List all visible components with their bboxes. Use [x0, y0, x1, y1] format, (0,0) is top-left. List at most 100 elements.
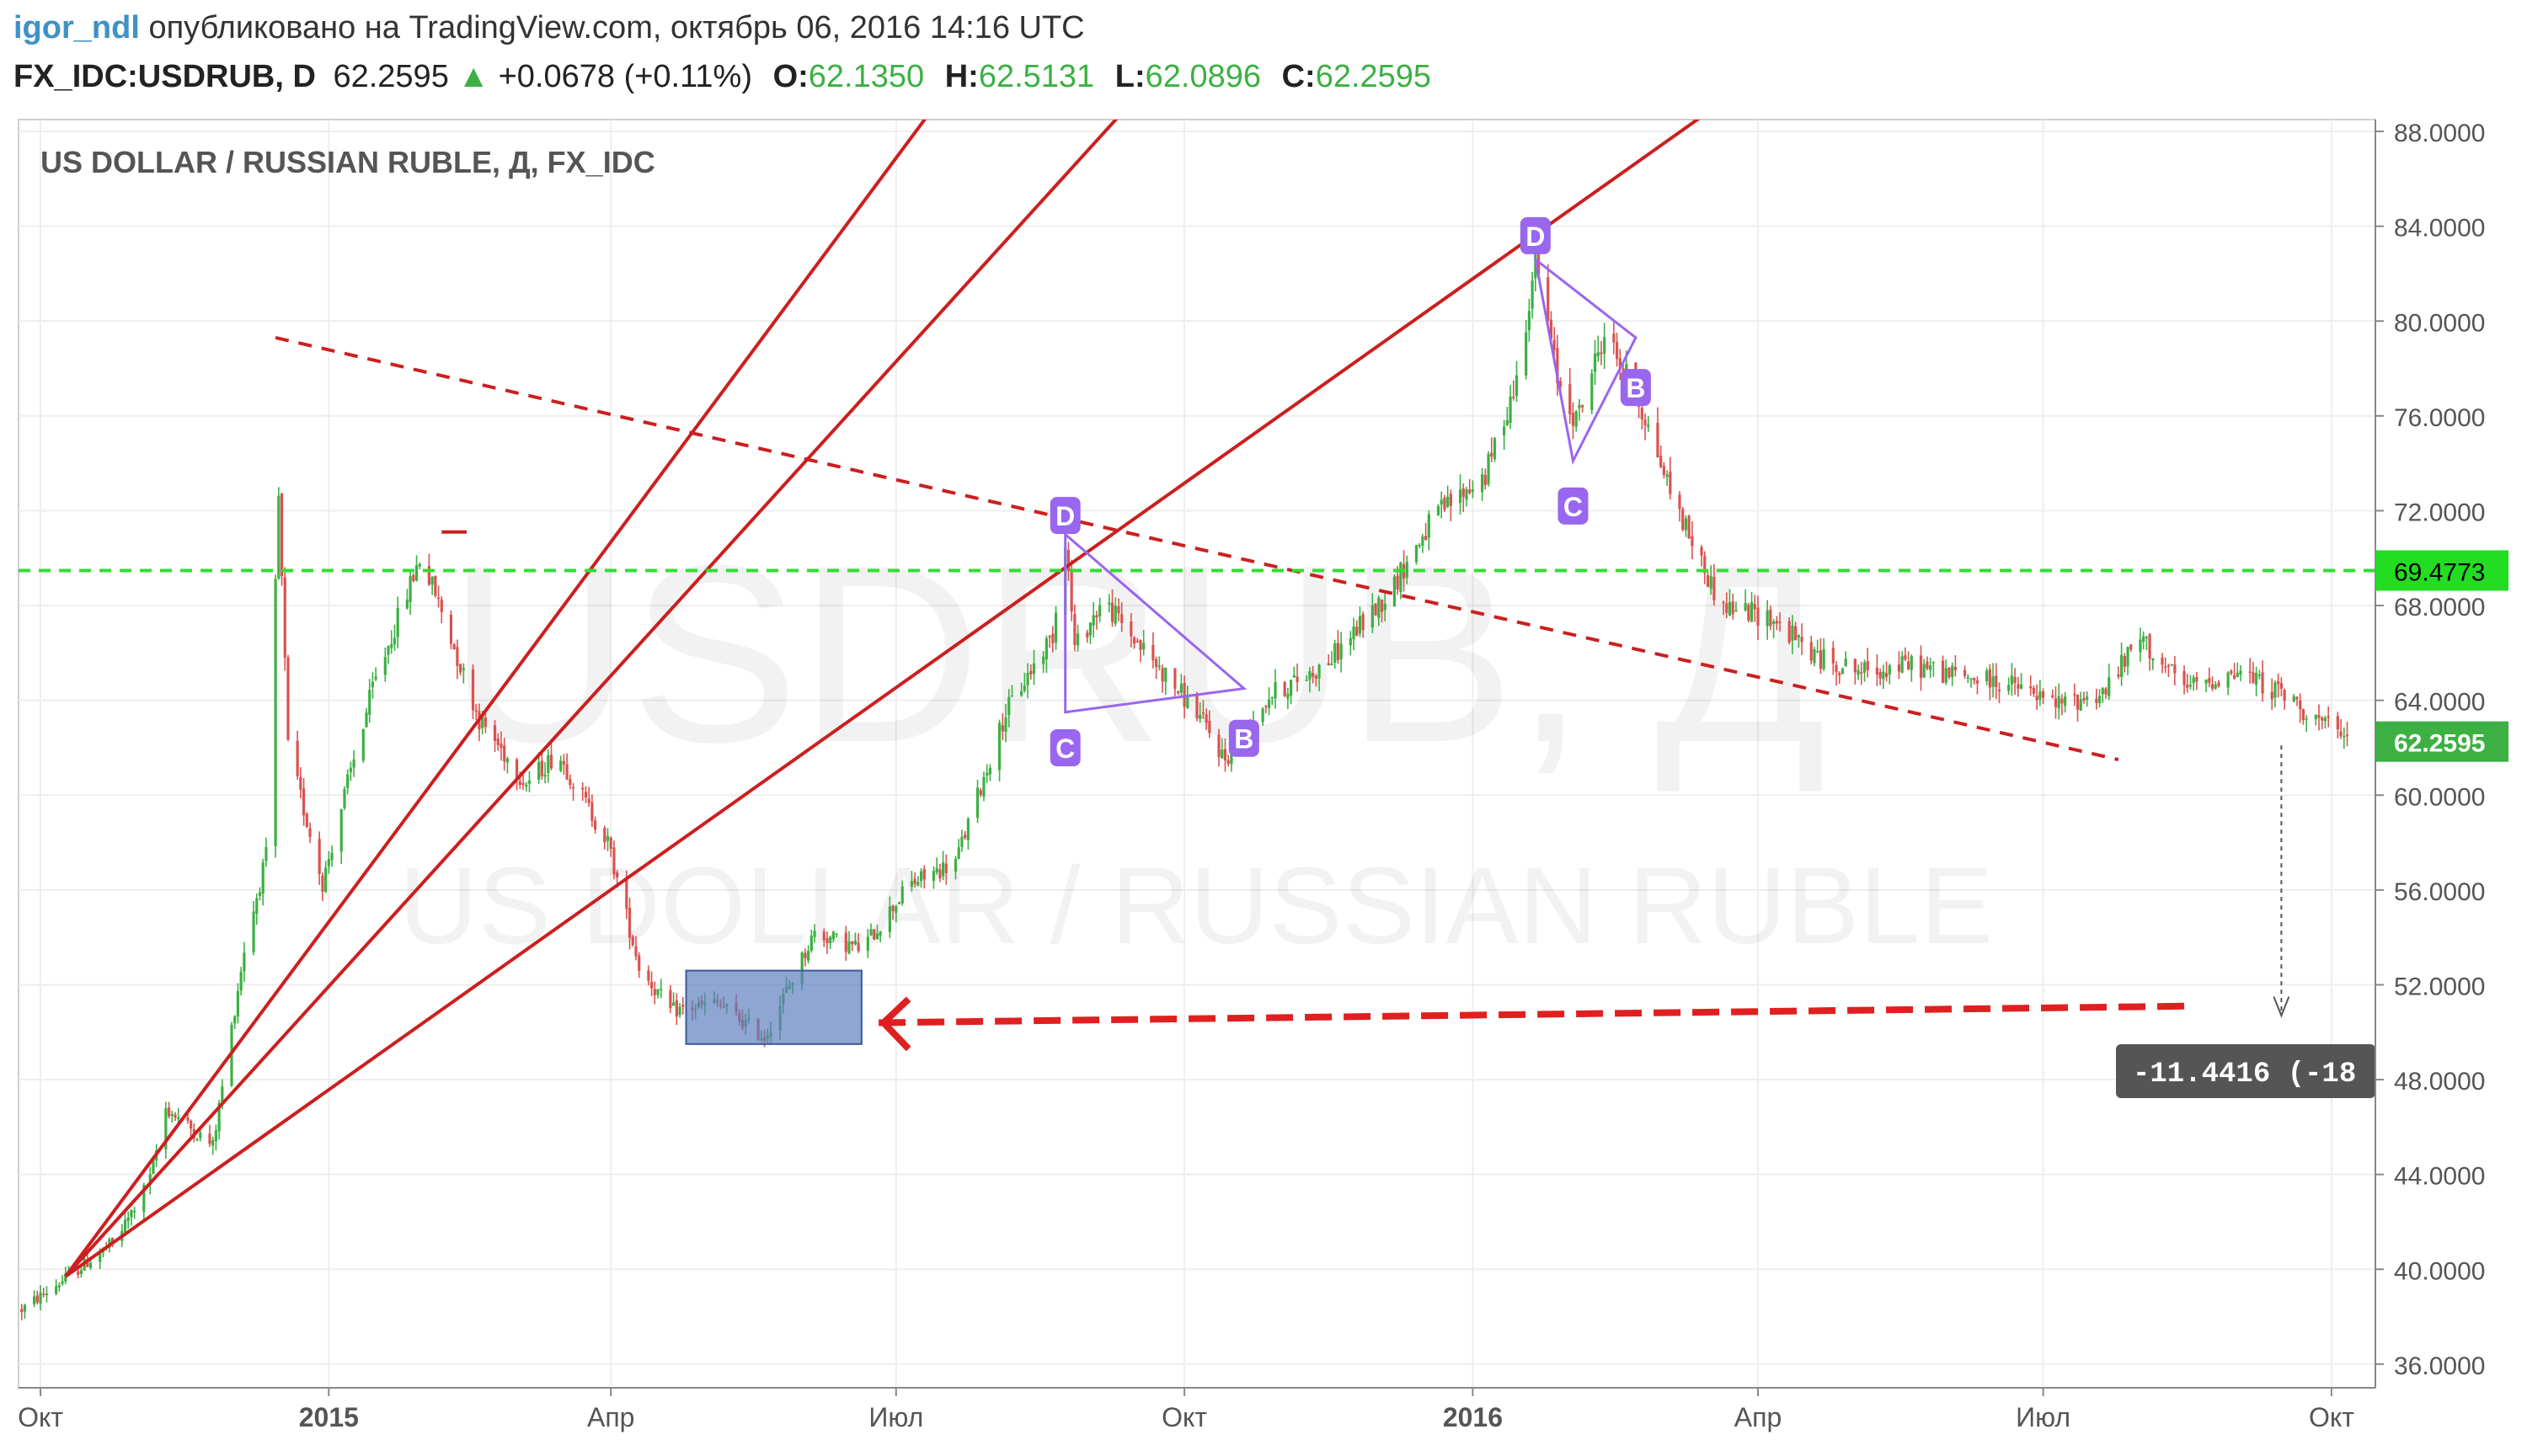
candle-body — [1440, 499, 1443, 505]
candle-body — [825, 938, 829, 944]
candle-body — [1157, 665, 1161, 668]
candle-body — [409, 576, 412, 603]
pattern-label: D — [1525, 221, 1545, 252]
candle-body — [916, 882, 920, 886]
candle-body — [1600, 352, 1603, 355]
candle-body — [2336, 716, 2339, 730]
target-arrow-line — [877, 1002, 2185, 1027]
candle-body — [1286, 693, 1290, 699]
candle-body — [1857, 669, 1860, 675]
candle-body — [910, 881, 914, 887]
fan-line — [64, 120, 1701, 1278]
candle-body — [1483, 475, 1487, 485]
candle-body — [540, 760, 543, 776]
candle-body — [2035, 696, 2038, 701]
candle-body — [1117, 606, 1120, 614]
candle-body — [634, 946, 638, 957]
candle-body — [42, 1293, 45, 1295]
candle-body — [1274, 681, 1277, 699]
candle-body — [1048, 636, 1051, 637]
candle-body — [527, 781, 532, 784]
candle-body — [99, 1252, 102, 1262]
candle-body — [1051, 633, 1055, 643]
candle-body — [414, 565, 419, 581]
candle-body — [1054, 612, 1058, 643]
candle-body — [804, 952, 807, 959]
candle-body — [61, 1281, 64, 1284]
candle-body — [286, 657, 290, 740]
candle-body — [844, 932, 847, 952]
symbol-label: FX_IDC:USDRUB, D — [13, 59, 316, 94]
candle-body — [1358, 616, 1362, 634]
candle-body — [1791, 625, 1794, 641]
candle-body — [1509, 396, 1512, 424]
y-tick-label: 56.0000 — [2394, 878, 2485, 906]
price-chart[interactable]: USDRUB, Д US DOLLAR / RUSSIAN RUBLE US DOL… — [0, 118, 2527, 1456]
pattern-label: C — [1055, 733, 1075, 764]
candle-body — [2314, 714, 2317, 720]
candle-body — [1026, 673, 1029, 685]
candle-body — [2321, 717, 2324, 721]
candle-body — [957, 847, 960, 860]
candle-body — [1305, 680, 1308, 681]
candle-body — [1458, 489, 1462, 504]
candle-body — [1333, 643, 1337, 664]
candle-body — [1700, 547, 1703, 556]
candle-body — [919, 871, 923, 882]
candle-body — [299, 776, 302, 790]
candle-body — [387, 645, 390, 655]
candle-body — [1427, 514, 1430, 538]
candle-body — [1822, 648, 1825, 669]
candle-body — [606, 835, 610, 841]
candle-body — [1527, 311, 1531, 331]
close-value: 62.2595 — [1315, 59, 1432, 94]
x-tick-label: Окт — [18, 1402, 63, 1432]
candle-body — [1669, 472, 1672, 494]
fan-line — [64, 120, 927, 1277]
open-value: 62.1350 — [808, 59, 925, 94]
author-link[interactable]: igor_ndl — [13, 10, 140, 45]
pattern-label: D — [1055, 501, 1075, 531]
candle-body — [1835, 664, 1838, 673]
candle-body — [935, 867, 938, 872]
pattern-label: C — [1563, 492, 1583, 522]
candle-body — [1778, 621, 1782, 623]
candle-body — [1208, 720, 1211, 733]
candle-body — [1029, 670, 1033, 675]
candle-body — [383, 657, 387, 675]
candle-body — [239, 971, 243, 991]
chart-title: US DOLLAR / RUSSIAN RUBLE, Д, FX_IDC — [40, 145, 655, 179]
candle-body — [1421, 536, 1424, 547]
candle-body — [1399, 562, 1402, 593]
candle-body — [1424, 536, 1428, 541]
candle-body — [1900, 656, 1904, 673]
candle-body — [503, 745, 506, 762]
candle-body — [638, 955, 641, 971]
candle-body — [1468, 489, 1472, 493]
candle-body — [1929, 665, 1932, 670]
candle-body — [449, 615, 453, 644]
candle-body — [1086, 632, 1089, 637]
candle-body — [922, 868, 926, 880]
candle-body — [1292, 675, 1296, 678]
candle-body — [875, 933, 879, 940]
candle-body — [1618, 358, 1621, 370]
candle-body — [418, 563, 421, 567]
triangle-up-icon: ▲ — [457, 59, 490, 94]
candle-body — [349, 767, 352, 772]
candle-body — [2273, 682, 2277, 698]
candle-body — [2317, 715, 2321, 718]
y-tick-label: 68.0000 — [2394, 594, 2485, 621]
candle-body — [1490, 452, 1493, 457]
candle-body — [393, 637, 397, 645]
candle-body — [1161, 668, 1164, 682]
candle-body — [975, 787, 980, 819]
candle-body — [1862, 662, 1867, 673]
candle-body — [318, 839, 321, 874]
candle-body — [997, 723, 1002, 771]
candle-body — [2283, 690, 2286, 701]
candle-body — [2323, 717, 2327, 722]
candle-body — [2327, 716, 2330, 718]
candle-body — [1684, 518, 1688, 531]
candle-body — [895, 905, 898, 914]
